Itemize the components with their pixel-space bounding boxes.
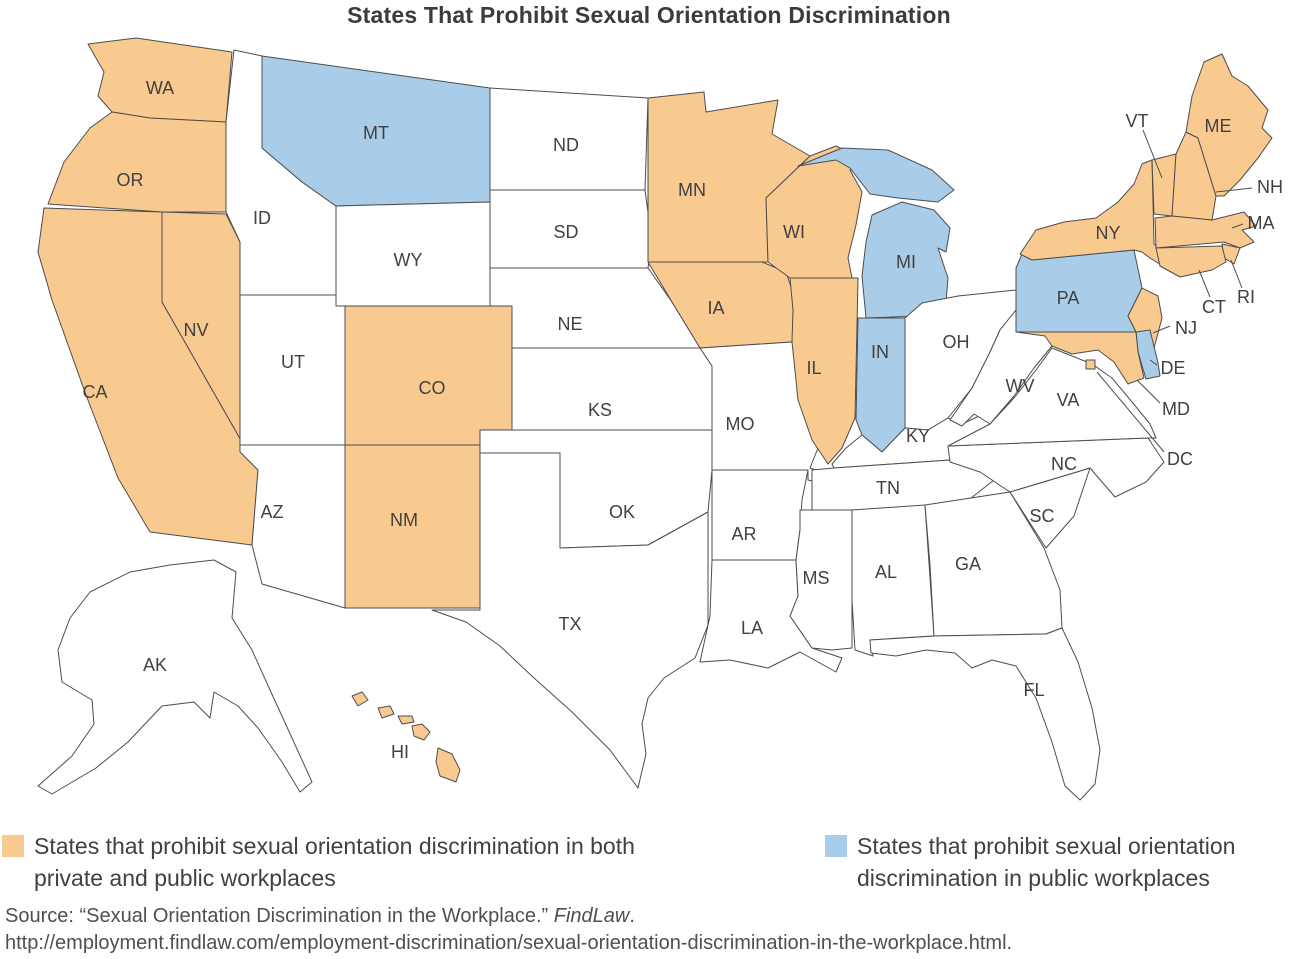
state-label-sd: SD [553,222,578,242]
state-label-il: IL [806,358,821,378]
leader-line-dc [1096,371,1165,453]
state-dc [1085,359,1096,370]
state-label-nh: NH [1257,177,1283,197]
state-label-ca: CA [82,382,107,402]
state-label-ky: KY [906,426,930,446]
leader-line-ri [1230,259,1243,289]
state-label-az: AZ [260,502,283,522]
state-label-ct: CT [1202,297,1226,317]
state-label-de: DE [1160,358,1185,378]
state-label-ks: KS [588,400,612,420]
state-label-tx: TX [558,614,581,634]
legend-item-both: States that prohibit sexual orientation … [2,830,635,894]
leader-line-nj [1152,325,1171,334]
state-label-oh: OH [943,332,970,352]
state-label-mt: MT [363,123,389,143]
state-label-md: MD [1162,399,1190,419]
state-label-nj: NJ [1175,318,1197,338]
state-label-mo: MO [726,414,755,434]
state-label-ar: AR [731,524,756,544]
leader-line-ma [1231,223,1244,229]
state-label-wi: WI [783,222,805,242]
source-line1: Source: “Sexual Orientation Discriminati… [5,905,635,927]
legend-label-public: States that prohibit sexual orientation … [857,830,1235,894]
legend-label-both-line2: private and public workplaces [34,865,336,891]
legend-label-both-line1: States that prohibit sexual orientation … [34,833,635,859]
state-ma [1154,211,1257,249]
state-label-co: CO [419,378,446,398]
state-me [1185,53,1273,197]
legend-item-public: States that prohibit sexual orientation … [825,830,1235,894]
state-label-me: ME [1205,116,1232,136]
state-label-dc: DC [1167,449,1193,469]
state-co [344,303,513,446]
state-label-wa: WA [146,78,174,98]
state-label-ms: MS [803,568,830,588]
state-label-wy: WY [394,250,423,270]
state-ak [37,559,313,795]
state-label-ok: OK [609,502,635,522]
source-note: Source: “Sexual Orientation Discriminati… [5,903,1012,957]
state-label-ne: NE [557,314,582,334]
state-label-hi: HI [391,742,409,762]
state-label-ut: UT [281,352,305,372]
state-label-ma: MA [1248,213,1275,233]
state-label-ia: IA [707,298,724,318]
leader-line-nh [1215,187,1253,193]
state-nc [947,437,1165,498]
state-label-nm: NM [390,510,418,530]
legend-label-public-line1: States that prohibit sexual orientation [857,833,1236,859]
legend-swatch-both [2,835,24,857]
state-label-nd: ND [553,135,579,155]
us-map: WA OR CA NV ID MT WY UT AZ CO NM ND SD NE KS OK TX MN IA MO… [37,37,1283,801]
state-ar [711,469,809,561]
legend-label-public-line2: discrimination in public workplaces [857,865,1210,891]
state-label-mn: MN [678,180,706,200]
state-label-sc: SC [1029,506,1054,526]
state-label-ny: NY [1095,223,1120,243]
state-label-mi: MI [896,252,916,272]
state-tx [431,452,709,789]
state-label-nc: NC [1051,454,1077,474]
state-in [855,317,906,453]
legend-swatch-public [825,835,847,857]
state-or [47,111,227,213]
state-label-ri: RI [1237,287,1255,307]
leader-line-de [1149,359,1158,366]
state-label-ga: GA [955,554,981,574]
state-il [789,277,859,465]
state-label-ak: AK [143,655,167,675]
state-label-fl: FL [1023,680,1044,700]
leader-line-vt [1142,129,1163,179]
state-hi [351,691,461,783]
state-label-al: AL [875,562,897,582]
state-label-tn: TN [876,478,900,498]
state-label-va: VA [1057,390,1080,410]
leader-line-md [1136,379,1161,404]
state-label-vt: VT [1125,111,1148,131]
state-label-wv: WV [1006,376,1035,396]
leader-line-ct [1198,269,1211,298]
state-md [1015,331,1145,385]
state-label-or: OR [117,170,144,190]
legend-label-both: States that prohibit sexual orientation … [34,830,635,894]
state-mi [797,147,955,319]
state-label-pa: PA [1057,288,1080,308]
state-label-id: ID [253,208,271,228]
state-label-la: LA [741,618,763,638]
state-label-in: IN [871,342,889,362]
state-ct [1155,245,1227,278]
state-fl [869,627,1101,801]
source-line2: http://employment.findlaw.com/employment… [5,932,1013,954]
state-label-nv: NV [183,320,208,340]
figure-title: States That Prohibit Sexual Orientation … [347,2,951,28]
